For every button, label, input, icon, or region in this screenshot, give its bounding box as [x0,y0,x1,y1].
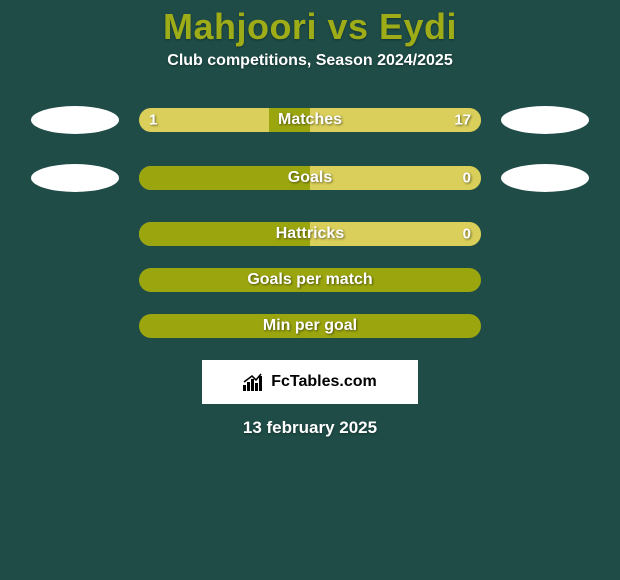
metric-label: Min per goal [139,317,481,335]
bar-fill-right [310,166,481,190]
brand-icon [243,373,265,391]
title-player2: Eydi [379,6,457,47]
player2-marker [501,106,589,134]
metric-bar-goals: 0Goals [139,166,481,190]
metrics-list: 117Matches0Goals0HattricksGoals per matc… [0,106,620,338]
comparison-widget: Mahjoori vs Eydi Club competitions, Seas… [0,0,620,580]
metric-bar-goals-per-match: Goals per match [139,268,481,292]
player2-marker [501,164,589,192]
brand-label: FcTables.com [271,373,377,391]
metric-value-right: 0 [463,170,471,187]
metric-row-goals: 0Goals [0,164,620,192]
player1-marker [31,106,119,134]
date-label: 13 february 2025 [0,418,620,438]
metric-value-left: 1 [149,112,157,129]
brand-badge[interactable]: FcTables.com [202,360,418,404]
title-player1: Mahjoori [163,6,317,47]
metric-row-matches: 117Matches [0,106,620,134]
subtitle: Club competitions, Season 2024/2025 [0,52,620,90]
metric-label: Goals per match [139,271,481,289]
player1-marker [31,164,119,192]
bar-fill-left [139,222,310,246]
title-vs: vs [317,6,379,47]
bar-fill-left [269,108,310,132]
metric-bar-matches: 117Matches [139,108,481,132]
bar-fill-right [310,222,481,246]
metric-value-right: 0 [463,226,471,243]
bar-fill-left [139,166,310,190]
metric-value-right: 17 [454,112,471,129]
metric-bar-min-per-goal: Min per goal [139,314,481,338]
page-title: Mahjoori vs Eydi [0,0,620,52]
metric-bar-hattricks: 0Hattricks [139,222,481,246]
